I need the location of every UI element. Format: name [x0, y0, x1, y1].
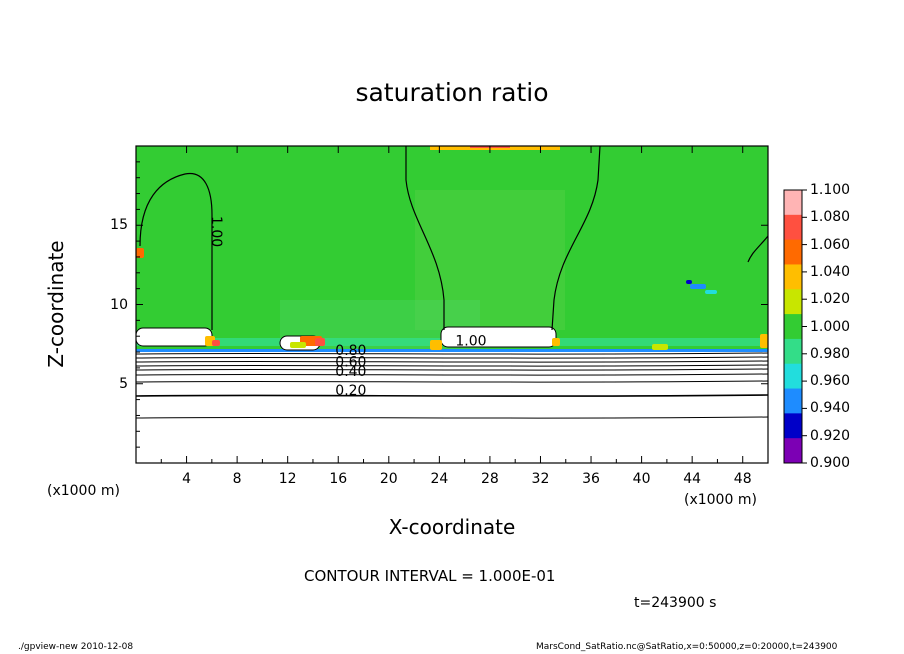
- x-axis-label: X-coordinate: [388, 515, 516, 539]
- contour-line: [136, 394, 768, 397]
- colorbar-label: 0.980: [810, 345, 851, 362]
- colorbar-swatch: [784, 239, 802, 265]
- x-tick-label: 44: [683, 471, 702, 487]
- x-tick-label: 4: [182, 471, 192, 487]
- x-tick-label: 48: [733, 471, 752, 487]
- colorbar-label: 1.060: [810, 236, 851, 253]
- saturated-region: [136, 146, 768, 352]
- contour-label: 1.00: [208, 216, 224, 247]
- y-tick-label: 5: [119, 375, 128, 392]
- y-axis-label: Z-coordinate: [44, 240, 68, 368]
- colorbar-label: 0.920: [810, 427, 851, 444]
- contour-line: [136, 352, 768, 355]
- y-tick-label: 15: [110, 217, 128, 234]
- colorbar-label: 0.960: [810, 373, 851, 390]
- x-tick-label: 12: [278, 471, 297, 487]
- contour-line: [405, 146, 445, 330]
- footer-right-note: MarsCond_SatRatio.nc@SatRatio,x=0:50000,…: [536, 642, 838, 652]
- contour-line: [551, 146, 601, 331]
- contour-label: 0.40: [335, 364, 366, 380]
- x-tick-label: 36: [582, 471, 600, 487]
- contour-label: 0.80: [335, 343, 366, 359]
- colorbar-label: 1.100: [810, 182, 851, 198]
- colorbar-swatch: [784, 190, 802, 216]
- x-tick-label: 40: [632, 471, 651, 487]
- contour-line: [136, 380, 768, 383]
- chart-title: saturation ratio: [355, 78, 549, 107]
- contour-label: 0.20: [335, 383, 366, 399]
- x-tick-label: 32: [531, 471, 550, 487]
- x-unit-label-right: (x1000 m): [684, 492, 757, 508]
- supersaturation-patch: [760, 334, 768, 348]
- supersaturation-patch: [315, 338, 325, 346]
- colorbar-label: 1.040: [810, 263, 851, 280]
- colorbar-swatch: [784, 388, 802, 414]
- contour-interval-note: CONTOUR INTERVAL = 1.000E-01: [304, 567, 556, 585]
- colorbar-swatch: [784, 338, 802, 365]
- time-stamp-label: t=243900 s: [634, 595, 717, 611]
- colorbar-swatch: [784, 413, 802, 439]
- contour-line: [136, 416, 768, 419]
- supersaturation-patch: [136, 248, 144, 258]
- footer-left-note: ./gpview-new 2010-12-08: [18, 642, 134, 652]
- colorbar-swatch: [784, 363, 802, 390]
- supersaturation-patch: [430, 340, 442, 350]
- x-tick-label: 20: [379, 471, 398, 487]
- colorbar-label: 1.020: [810, 291, 851, 308]
- supersaturation-patch: [552, 338, 560, 346]
- colorbar-label: 0.940: [810, 400, 851, 417]
- x-tick-label: 24: [430, 471, 449, 487]
- contour-label: 1.00: [455, 334, 486, 350]
- contour-line: [136, 373, 768, 376]
- contour-line: [136, 368, 768, 371]
- unsaturated-pocket: [136, 327, 213, 347]
- blue-band: [136, 349, 768, 352]
- supersaturation-patch: [690, 284, 706, 289]
- x-tick-label: 8: [232, 471, 242, 487]
- x-unit-label-left: (x1000 m): [47, 483, 120, 499]
- contour-line: [747, 235, 768, 263]
- y-tick-label: 10: [110, 296, 128, 313]
- lighter-region: [415, 190, 565, 330]
- colorbar-label: 1.000: [810, 318, 851, 335]
- contour-line: [136, 360, 768, 363]
- colorbar-swatch: [784, 314, 802, 340]
- supersaturation-patch: [212, 340, 220, 346]
- supersaturation-patch: [652, 344, 668, 350]
- contour-label: 0.60: [335, 354, 366, 370]
- supersaturation-patch: [686, 280, 692, 284]
- colorbar-swatch: [784, 289, 802, 315]
- x-tick-label: 16: [329, 471, 348, 487]
- colorbar-label: 1.080: [810, 209, 851, 226]
- supersaturation-patch: [290, 342, 306, 348]
- colorbar-swatch: [784, 264, 802, 290]
- contour-line: [139, 172, 213, 330]
- colorbar-swatch: [784, 438, 802, 464]
- contour-line: [136, 364, 768, 367]
- x-tick-label: 28: [480, 471, 499, 487]
- unsaturated-pocket: [440, 326, 557, 348]
- colorbar-label: 0.900: [810, 455, 851, 471]
- colorbar-swatch: [784, 214, 802, 241]
- contour-line: [136, 356, 768, 359]
- supersaturation-patch: [705, 290, 717, 294]
